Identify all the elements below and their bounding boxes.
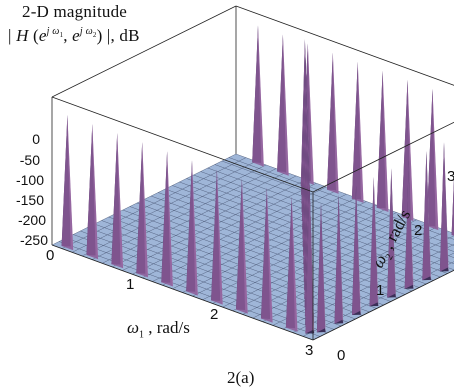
spike-face-light	[321, 203, 326, 332]
mesh-line	[143, 199, 406, 295]
x-tick-label: 3	[305, 342, 314, 359]
spike-face-light	[373, 177, 379, 306]
spike-face-front	[369, 177, 378, 307]
z-tick-label: 0	[32, 131, 40, 147]
mesh-line	[222, 215, 407, 308]
spike-face-light	[408, 159, 414, 289]
spike-face-front	[277, 34, 289, 176]
spike-face-light	[426, 150, 432, 280]
title-close: ) |, dB	[96, 26, 140, 45]
x-tick-label: 0	[46, 247, 55, 264]
plot-box-front	[51, 96, 454, 341]
chart-title-line2: | H (ej ω1, ej ω2) |, dB	[8, 26, 140, 46]
title-sup1-sub: 1	[59, 31, 64, 40]
title-sup1-j: j	[46, 26, 50, 38]
spike-face-front	[327, 52, 339, 194]
spike-face-light	[305, 56, 311, 204]
spike-face-front	[387, 168, 396, 298]
title-bar-left: |	[8, 26, 17, 45]
spike-face-front	[161, 151, 173, 287]
spike-face-front	[136, 142, 148, 278]
title-sup1-w: ω	[52, 26, 60, 38]
spike-face-front	[211, 169, 223, 305]
title-sup2-sub: 2	[92, 31, 97, 40]
spike-face-light	[309, 177, 314, 325]
spike-face-front	[351, 61, 364, 203]
y-tick-label: 3	[447, 168, 454, 185]
mesh-line	[186, 178, 448, 274]
spike-face-front	[285, 196, 298, 332]
y-tick-label: 0	[337, 347, 346, 364]
z-tick-label: -100	[15, 172, 44, 188]
box-edge	[51, 96, 314, 193]
x-tick-label: 1	[126, 276, 135, 293]
mesh-line	[165, 188, 427, 285]
box-edge	[312, 269, 454, 341]
spike-face-front	[61, 114, 74, 251]
box-edge	[235, 5, 454, 86]
figure-caption: 2(a)	[227, 368, 255, 387]
spike-face-light	[307, 134, 313, 282]
z-tick-label: -150	[15, 192, 44, 208]
chart-title-line1: 2-D magnitude	[22, 2, 128, 21]
mesh-line	[200, 171, 454, 264]
spike-face-front	[316, 203, 326, 333]
spike-face-front	[376, 70, 389, 212]
title-e1: e	[38, 26, 47, 45]
spike-face-light	[309, 186, 315, 334]
surface-spikes	[61, 25, 454, 334]
z-tick-label: -250	[19, 232, 48, 248]
spike-face-front	[236, 178, 248, 314]
mesh-line	[214, 164, 454, 252]
spike-face-front	[186, 160, 198, 296]
title-sup2-j: j	[79, 26, 83, 38]
mesh-line	[221, 160, 454, 246]
spike-face-front	[111, 133, 124, 269]
title-e2: e	[72, 26, 80, 45]
spike-face-front	[252, 25, 264, 167]
z-tick-label: -200	[17, 212, 46, 228]
spike-face-light	[307, 117, 312, 264]
mesh-line	[192, 204, 377, 297]
title-comma: ,	[63, 26, 73, 45]
box-edge	[51, 244, 314, 341]
title-sup2-w: ω	[85, 26, 93, 38]
mesh-line	[252, 226, 437, 319]
mesh-line	[242, 223, 427, 315]
spike-face-light	[338, 194, 344, 324]
title-h: H	[16, 26, 29, 45]
spike-face-front	[334, 194, 343, 324]
spike-face-front	[305, 186, 314, 334]
spike-face-front	[401, 79, 414, 222]
x-axis-label-omega: ω	[127, 318, 140, 337]
x-axis-label: ω1 , rad/s	[127, 318, 190, 340]
x-tick-label: 2	[210, 306, 219, 323]
z-tick-label: -50	[19, 152, 40, 168]
y-tick-label: 2	[414, 222, 423, 239]
spike-face-front	[352, 185, 361, 315]
spike-face-front	[439, 142, 449, 272]
x-axis-label-sub: 1	[139, 329, 145, 341]
spike-face-front	[261, 187, 273, 323]
y-tick-label: 1	[376, 282, 385, 299]
spike-face-front	[422, 150, 431, 281]
mesh-line	[150, 195, 413, 292]
spike-face-light	[444, 142, 449, 272]
spike-face-front	[426, 88, 439, 231]
spike-face-front	[451, 178, 454, 236]
spike-face-light	[391, 168, 396, 298]
x-axis-label-unit: , rad/s	[144, 318, 190, 337]
spike-face-front	[86, 124, 99, 260]
box-edge	[51, 5, 237, 98]
title-open: (	[28, 26, 39, 45]
box-edge	[312, 121, 454, 193]
spike-face-front	[404, 159, 413, 289]
spike-face-light	[356, 185, 361, 315]
